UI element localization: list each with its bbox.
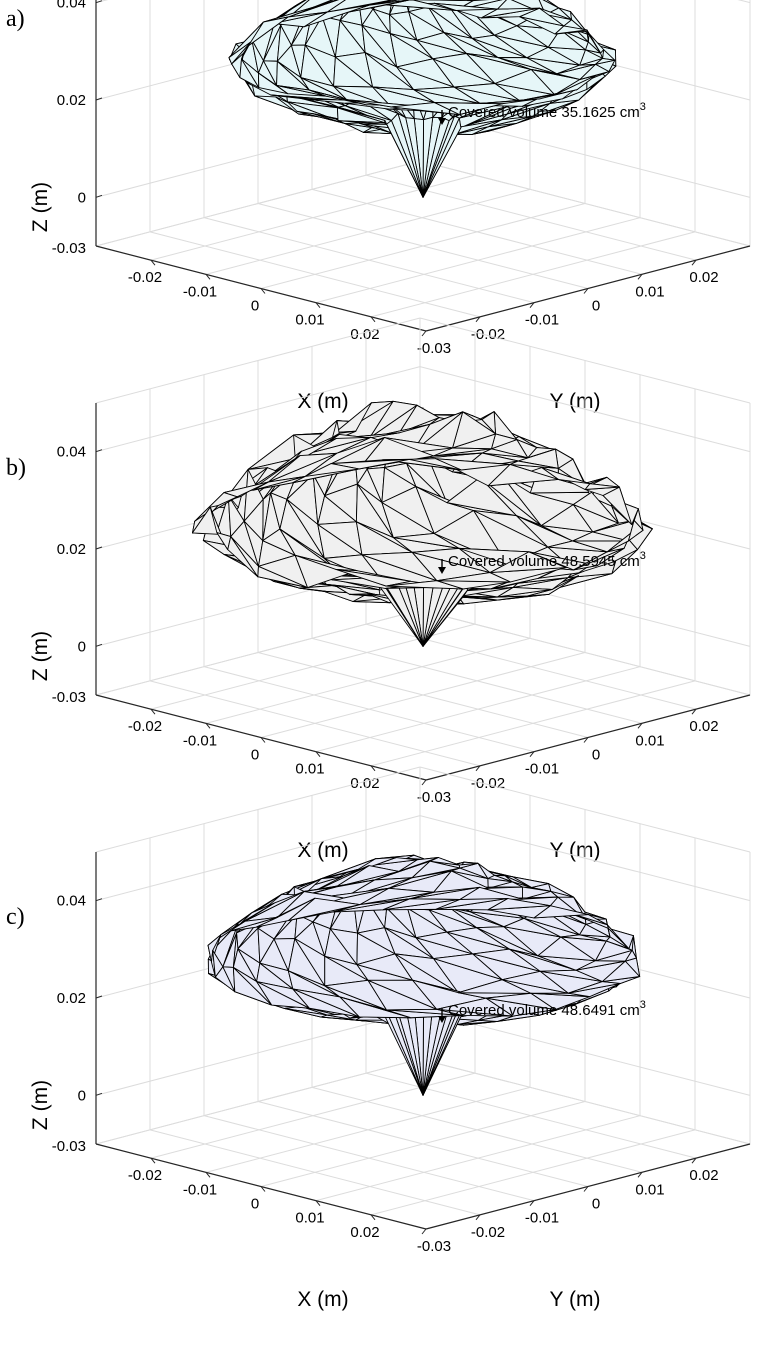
- x-tick-label: 0: [251, 298, 259, 315]
- z-tick-label: 0.02: [57, 92, 86, 109]
- z-tick-label: 0.02: [57, 990, 86, 1007]
- z-tick-label: 0: [78, 1087, 86, 1104]
- y-tick-label: 0.02: [689, 269, 718, 286]
- x-tick-label: -0.02: [128, 269, 162, 286]
- z-tick-label: 0.04: [57, 0, 86, 12]
- y-tick-label: 0: [592, 747, 600, 764]
- y-tick-label: -0.02: [471, 326, 505, 343]
- z-axis-label: Z (m): [29, 1080, 52, 1130]
- y-tick-label: 0.02: [689, 718, 718, 735]
- x-tick-label: 0: [251, 747, 259, 764]
- y-tick-label: 0: [592, 1196, 600, 1213]
- x-tick-label: 0.01: [295, 312, 324, 329]
- covered-volume-label: Covered volume 35.1625 cm3: [448, 101, 646, 121]
- tick-labels: 0 0.02 0.04 -0.03 -0.02 -0.01 0 0.01 0.02 -0.03 -0…: [52, 444, 719, 806]
- y-tick-label: -0.03: [417, 340, 451, 357]
- y-tick-label: -0.01: [525, 312, 559, 329]
- workspace-surface: [228, 0, 617, 198]
- y-tick-label: 0.01: [635, 283, 664, 300]
- panel-label: c): [6, 904, 25, 930]
- x-tick-label: -0.01: [183, 283, 217, 300]
- chart-panel-1: a)CCM workspace00.020.04-0.03-0.02-0.010…: [6, 0, 751, 413]
- y-tick-label: -0.03: [417, 789, 451, 806]
- x-tick-label: 0: [251, 1196, 259, 1213]
- x-tick-label: -0.01: [183, 732, 217, 749]
- y-tick-label: 0: [592, 298, 600, 315]
- x-axis-label: X (m): [297, 1288, 348, 1311]
- covered-volume-annotation: Covered volume 35.1625 cm3: [438, 101, 646, 125]
- covered-volume-annotation: Covered volume 48.6491 cm3: [438, 999, 646, 1023]
- y-axis-label: Y (m): [550, 839, 601, 862]
- workspace-surface: [207, 854, 641, 1096]
- y-tick-label: -0.02: [471, 1224, 505, 1241]
- y-axis-label: Y (m): [550, 390, 601, 413]
- panel-label: b): [6, 455, 26, 481]
- z-tick-label: 0.02: [57, 541, 86, 558]
- x-tick-label: 0.01: [295, 1210, 324, 1227]
- x-tick-label: -0.02: [128, 718, 162, 735]
- covered-volume-label: Covered volume 48.6491 cm3: [448, 999, 646, 1019]
- z-tick-label: 0.04: [57, 893, 86, 910]
- x-tick-label: -0.01: [183, 1181, 217, 1198]
- z-axis-label: Z (m): [29, 631, 52, 681]
- x-tick-label: -0.03: [52, 1138, 86, 1155]
- x-tick-label: -0.02: [128, 1167, 162, 1184]
- y-tick-label: 0.02: [689, 1167, 718, 1184]
- chart-panel-2: b)VCM workspace00.020.04-0.03-0.02-0.010…: [6, 317, 751, 862]
- y-tick-label: -0.03: [417, 1238, 451, 1255]
- workspace-surface: [192, 400, 653, 647]
- z-tick-label: 0: [78, 189, 86, 206]
- x-tick-label: 0.01: [295, 761, 324, 778]
- y-axis-label: Y (m): [550, 1288, 601, 1311]
- y-tick-label: -0.01: [525, 761, 559, 778]
- x-tick-label: 0.02: [350, 326, 379, 343]
- z-axis-label: Z (m): [29, 182, 52, 232]
- tick-labels: 0 0.02 0.04 -0.03 -0.02 -0.01 0 0.01 0.02 -0.03 -0…: [52, 893, 719, 1255]
- x-tick-label: -0.03: [52, 240, 86, 257]
- x-axis-label: X (m): [297, 390, 348, 413]
- y-tick-label: -0.02: [471, 775, 505, 792]
- covered-volume-annotation: Covered volume 48.5945 cm3: [438, 550, 646, 574]
- y-tick-label: -0.01: [525, 1210, 559, 1227]
- chart-panel-3: c)DDVCM workspace00.020.04-0.03-0.02-0.0…: [6, 766, 751, 1311]
- x-tick-label: -0.03: [52, 689, 86, 706]
- y-tick-label: 0.01: [635, 1181, 664, 1198]
- panel-label: a): [6, 6, 25, 32]
- covered-volume-label: Covered volume 48.5945 cm3: [448, 550, 646, 570]
- x-tick-label: 0.02: [350, 1224, 379, 1241]
- x-axis-label: X (m): [297, 839, 348, 862]
- x-tick-label: 0.02: [350, 775, 379, 792]
- y-tick-label: 0.01: [635, 732, 664, 749]
- z-tick-label: 0.04: [57, 444, 86, 461]
- z-tick-label: 0: [78, 638, 86, 655]
